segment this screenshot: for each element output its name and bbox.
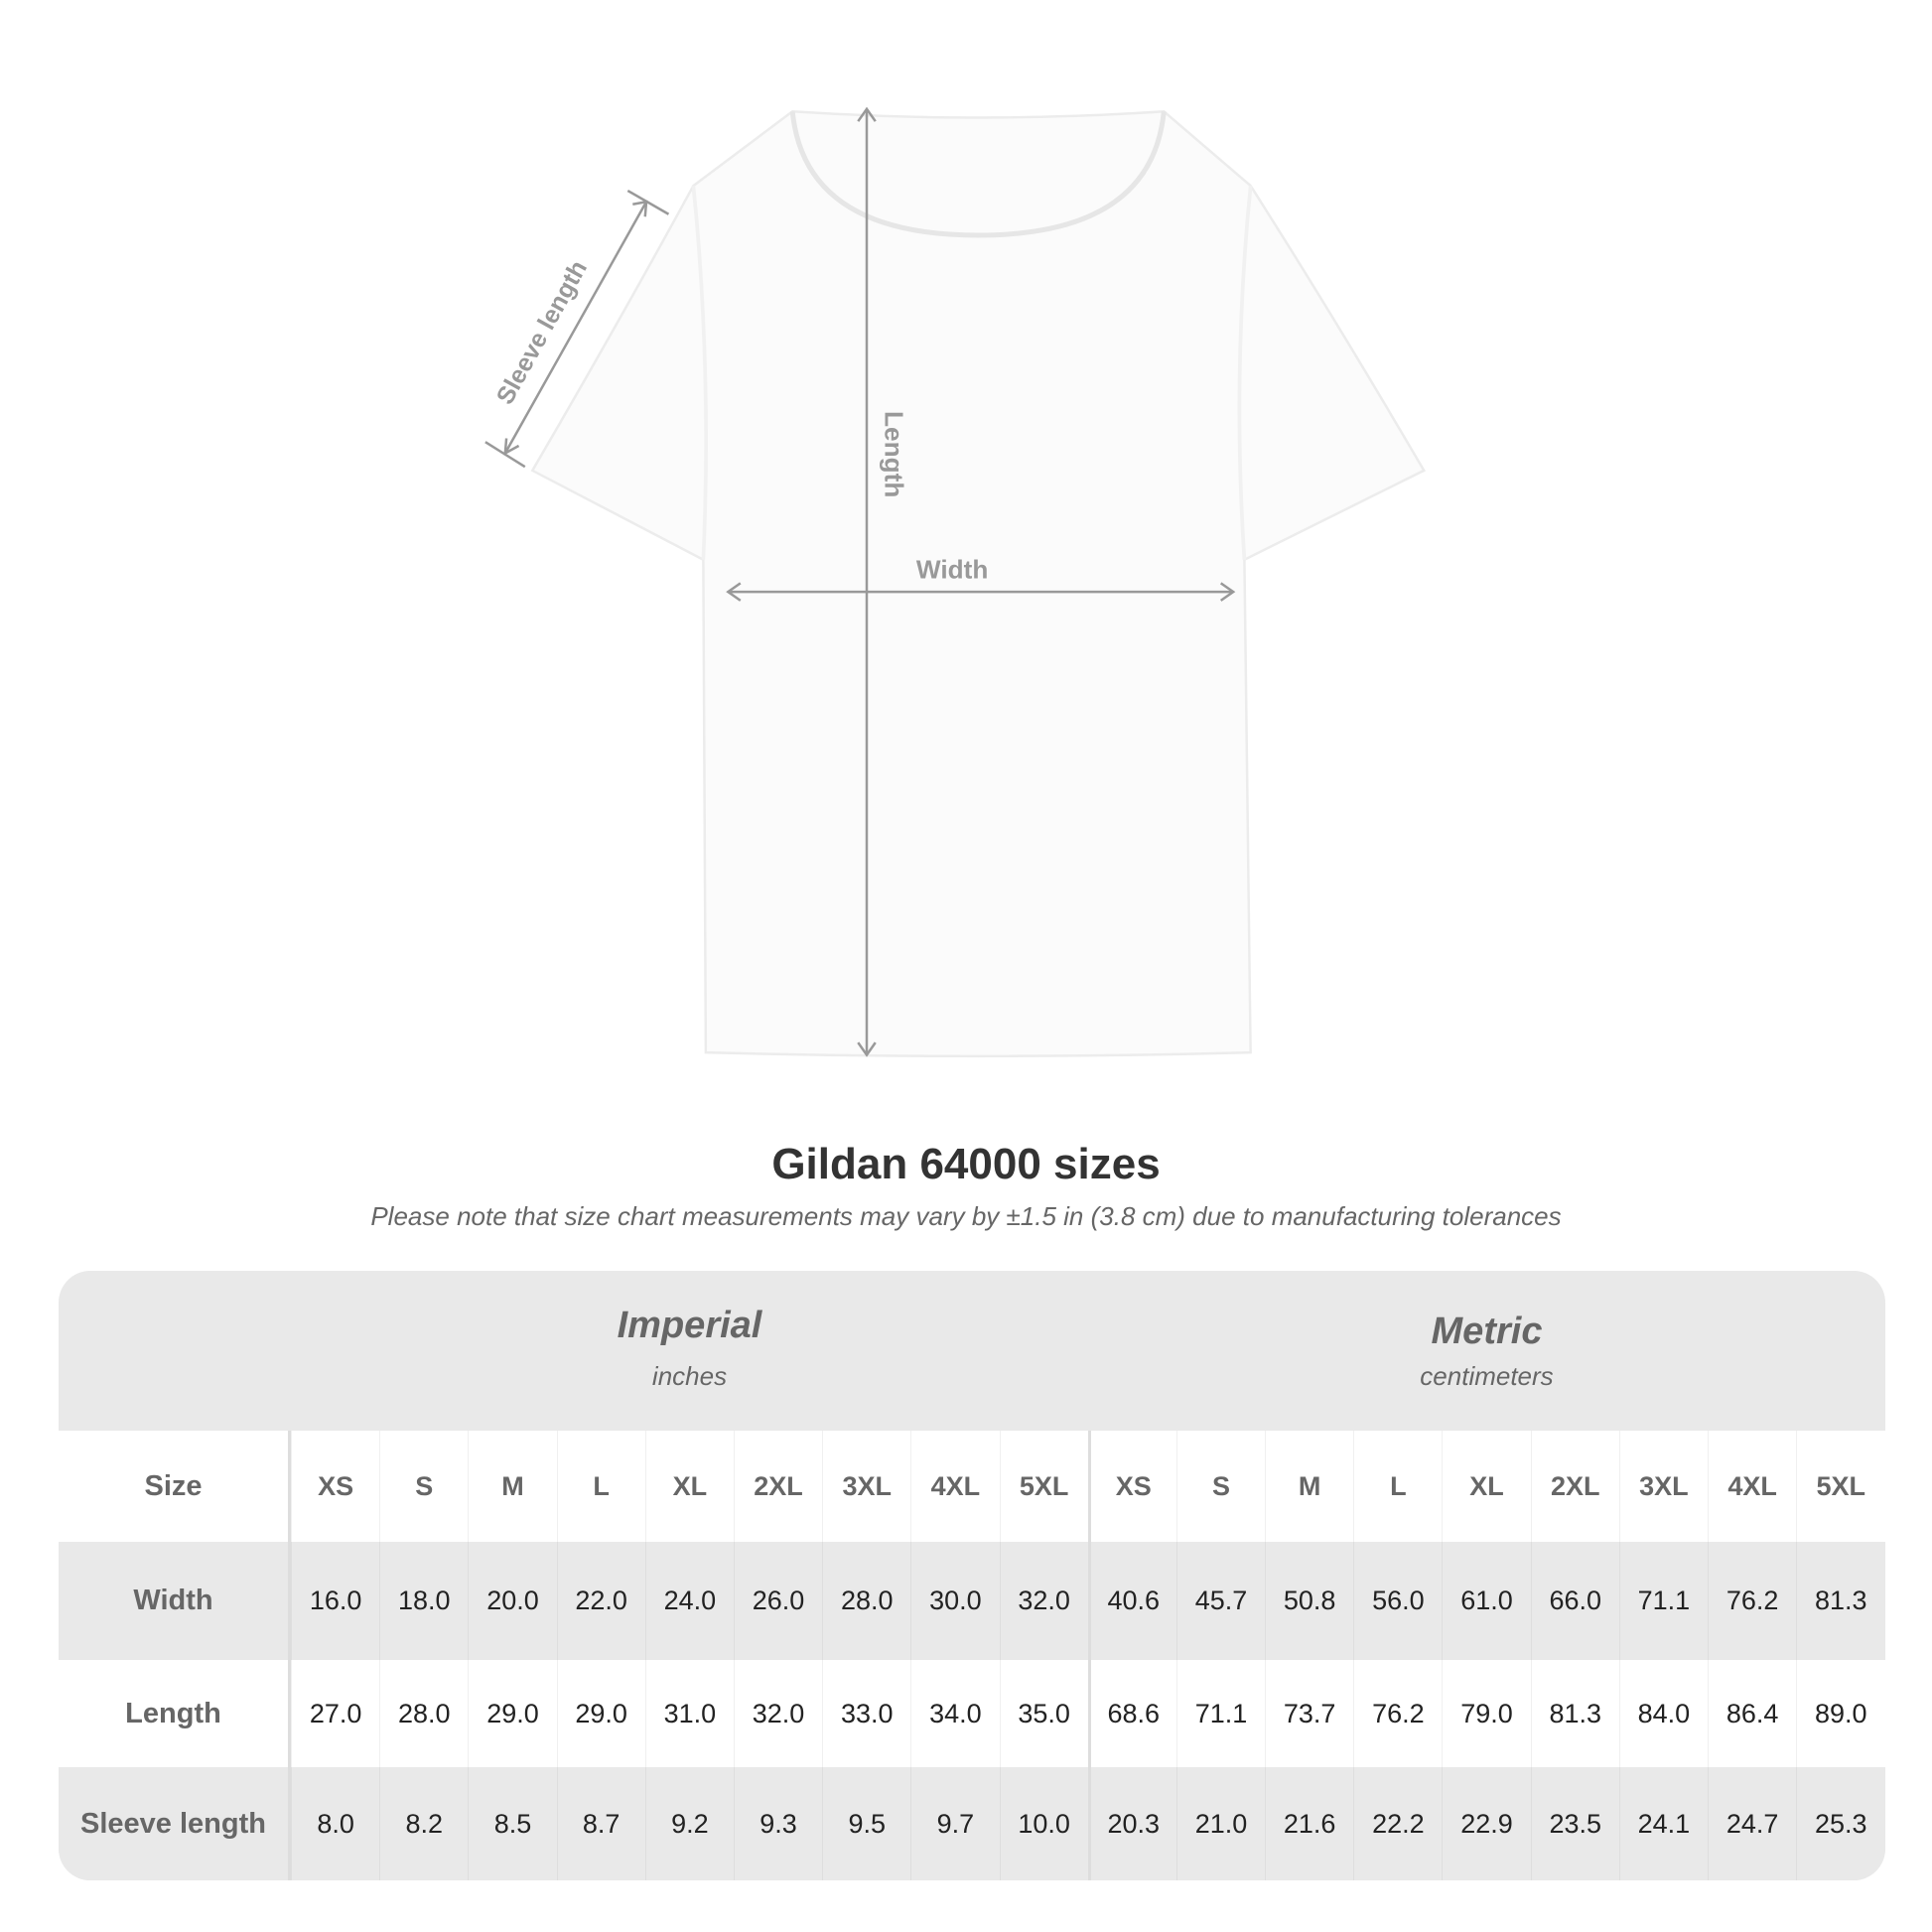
imperial-unit: inches — [651, 1361, 728, 1391]
value-cell: 9.7 — [910, 1767, 999, 1880]
size-header-cell: XS — [291, 1431, 379, 1542]
value-cell: 50.8 — [1265, 1542, 1353, 1660]
value-cell: 20.0 — [468, 1542, 556, 1660]
value-cell: 76.2 — [1708, 1542, 1796, 1660]
value-cell: 35.0 — [999, 1660, 1088, 1767]
row-label: Size — [59, 1431, 291, 1542]
tshirt-collar — [789, 110, 1167, 238]
size-header-cell: 5XL — [1796, 1431, 1884, 1542]
measure-lines — [484, 106, 1236, 1057]
value-cell: 28.0 — [379, 1660, 468, 1767]
imperial-header: Imperial inches — [291, 1271, 1088, 1431]
value-cell: 9.2 — [644, 1767, 734, 1880]
tolerance-note: Please note that size chart measurements… — [370, 1201, 1562, 1231]
value-cell: 84.0 — [1618, 1660, 1708, 1767]
size-header-cell: XS — [1087, 1431, 1176, 1542]
size-header-cell: S — [1175, 1431, 1265, 1542]
value-cell: 40.6 — [1087, 1542, 1176, 1660]
tshirt-body — [530, 109, 1426, 1058]
value-cell: 89.0 — [1796, 1660, 1884, 1767]
value-cell: 18.0 — [379, 1542, 468, 1660]
value-cell: 21.0 — [1175, 1767, 1265, 1880]
size-header-cell: 2XL — [733, 1431, 822, 1542]
size-header-cell: L — [1353, 1431, 1442, 1542]
value-cell: 25.3 — [1796, 1767, 1884, 1880]
value-cell: 73.7 — [1265, 1660, 1353, 1767]
value-cell: 81.3 — [1796, 1542, 1884, 1660]
row-label: Width — [59, 1542, 291, 1660]
value-cell: 16.0 — [291, 1542, 379, 1660]
value-cell: 86.4 — [1708, 1660, 1796, 1767]
size-header-cell: 3XL — [1618, 1431, 1708, 1542]
value-cell: 24.0 — [644, 1542, 734, 1660]
value-cell: 81.3 — [1530, 1660, 1619, 1767]
value-cell: 22.9 — [1442, 1767, 1530, 1880]
table-row-sleeve-length: Sleeve length 8.0 8.2 8.5 8.7 9.2 9.3 9.5 9.7 10.… — [59, 1767, 1885, 1880]
size-header-cell: 5XL — [999, 1431, 1088, 1542]
width-label: Width — [916, 554, 988, 584]
value-cell: 30.0 — [910, 1542, 999, 1660]
size-header-cell: L — [556, 1431, 645, 1542]
value-cell: 22.2 — [1353, 1767, 1442, 1880]
value-cell: 21.6 — [1265, 1767, 1353, 1880]
value-cell: 56.0 — [1353, 1542, 1442, 1660]
size-table: Imperial inches Metric centimeters Size X… — [59, 1271, 1885, 1880]
value-cell: 29.0 — [556, 1660, 645, 1767]
value-cell: 61.0 — [1442, 1542, 1530, 1660]
value-cell: 8.7 — [556, 1767, 645, 1880]
row-label: Length — [59, 1660, 291, 1767]
value-cell: 8.0 — [291, 1767, 379, 1880]
table-row-width: Width 16.0 18.0 20.0 22.0 24.0 26.0 28.0 30.0 32.… — [59, 1542, 1885, 1660]
value-cell: 22.0 — [556, 1542, 645, 1660]
tshirt-seams — [691, 185, 1253, 560]
value-cell: 20.3 — [1087, 1767, 1176, 1880]
size-header-cell: M — [1265, 1431, 1353, 1542]
value-cell: 34.0 — [910, 1660, 999, 1767]
size-header-cell: M — [468, 1431, 556, 1542]
value-cell: 32.0 — [733, 1660, 822, 1767]
size-header-cell: XL — [644, 1431, 734, 1542]
value-cell: 45.7 — [1175, 1542, 1265, 1660]
value-cell: 28.0 — [822, 1542, 910, 1660]
size-header-cell: 3XL — [822, 1431, 910, 1542]
length-label: Length — [880, 411, 909, 497]
table-row-length: Length 27.0 28.0 29.0 29.0 31.0 32.0 33.0 34.0 35… — [59, 1660, 1885, 1767]
value-cell: 24.1 — [1618, 1767, 1708, 1880]
value-cell: 68.6 — [1087, 1660, 1176, 1767]
value-cell: 71.1 — [1175, 1660, 1265, 1767]
imperial-label: Imperial — [617, 1305, 762, 1346]
value-cell: 10.0 — [999, 1767, 1088, 1880]
value-cell: 29.0 — [468, 1660, 556, 1767]
value-cell: 32.0 — [999, 1542, 1088, 1660]
value-cell: 31.0 — [644, 1660, 734, 1767]
value-cell: 27.0 — [291, 1660, 379, 1767]
metric-label: Metric — [1431, 1311, 1543, 1352]
metric-header: Metric centimeters — [1088, 1271, 1885, 1431]
value-cell: 76.2 — [1353, 1660, 1442, 1767]
size-header-cell: XL — [1442, 1431, 1530, 1542]
value-cell: 71.1 — [1618, 1542, 1708, 1660]
value-cell: 9.3 — [733, 1767, 822, 1880]
value-cell: 24.7 — [1708, 1767, 1796, 1880]
metric-unit: centimeters — [1420, 1361, 1554, 1391]
value-cell: 79.0 — [1442, 1660, 1530, 1767]
size-header-cell: 2XL — [1530, 1431, 1619, 1542]
table-row-size: Size XS S M L XL 2XL 3XL 4XL 5XL XS S M L XL 2XL 3XL 4XL 5… — [59, 1431, 1885, 1542]
size-header-cell: S — [379, 1431, 468, 1542]
value-cell: 66.0 — [1530, 1542, 1619, 1660]
value-cell: 8.2 — [379, 1767, 468, 1880]
value-cell: 23.5 — [1530, 1767, 1619, 1880]
size-header-cell: 4XL — [1708, 1431, 1796, 1542]
value-cell: 9.5 — [822, 1767, 910, 1880]
page-title: Gildan 64000 sizes — [771, 1140, 1161, 1188]
value-cell: 26.0 — [733, 1542, 822, 1660]
size-header-cell: 4XL — [910, 1431, 999, 1542]
tshirt-diagram: Sleeve length Length Width — [484, 106, 1426, 1058]
value-cell: 33.0 — [822, 1660, 910, 1767]
row-label: Sleeve length — [59, 1767, 291, 1880]
value-cell: 8.5 — [468, 1767, 556, 1880]
